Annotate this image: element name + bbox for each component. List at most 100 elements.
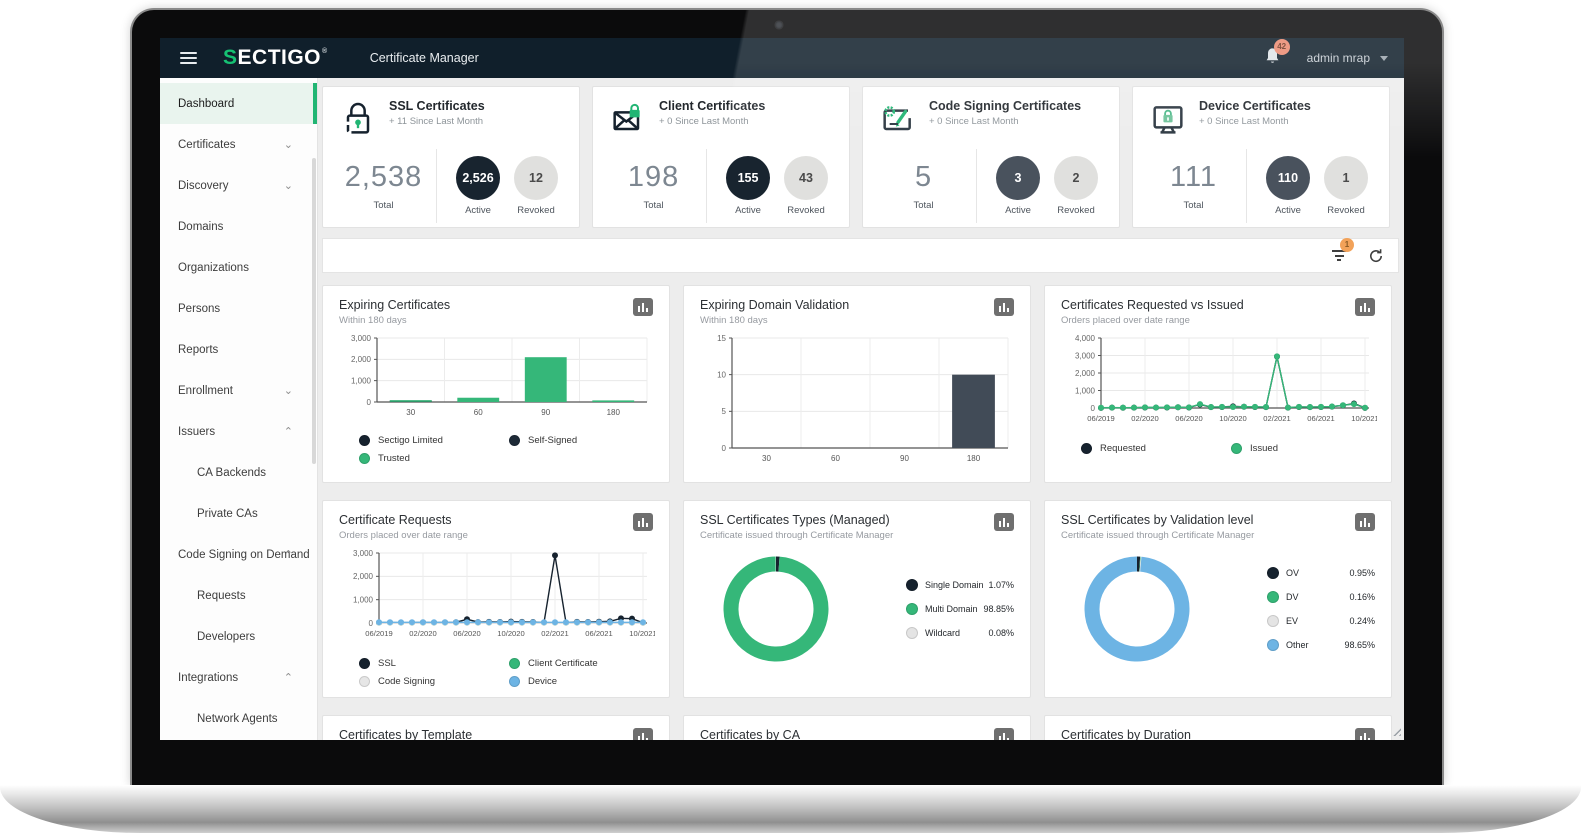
sidebar-item-reports[interactable]: Reports xyxy=(178,343,219,356)
chart-options-button[interactable] xyxy=(994,728,1014,740)
active-count-badge: 3 xyxy=(996,156,1040,200)
svg-text:180: 180 xyxy=(607,408,621,417)
client-envelope-icon xyxy=(613,103,640,131)
sidebar-item-network-agents[interactable]: Network Agents xyxy=(197,712,278,725)
svg-text:10/2020: 10/2020 xyxy=(497,629,524,638)
active-count-badge: 110 xyxy=(1266,156,1310,200)
app-window: S ECTIGO ® Certificate Manager 42 admin mr… xyxy=(160,38,1404,740)
notifications-bell-icon[interactable]: 42 xyxy=(1264,38,1290,70)
stat-delta: + 0 Since Last Month xyxy=(1199,116,1289,127)
sidebar-item-code-signing-on-demand[interactable]: Code Signing on Demand ⌃ xyxy=(178,548,310,562)
legend-item: Client Certificate xyxy=(509,658,653,669)
legend-dot-icon xyxy=(509,676,520,687)
svg-text:10/2020: 10/2020 xyxy=(1219,414,1246,423)
svg-text:15: 15 xyxy=(717,334,726,343)
webcam xyxy=(775,21,783,29)
legend-dot-icon xyxy=(1267,591,1279,603)
sidebar-item-dashboard[interactable]: Dashboard xyxy=(160,83,317,124)
svg-text:5: 5 xyxy=(722,407,727,416)
hamburger-menu-icon[interactable] xyxy=(180,49,197,67)
chart-options-button[interactable] xyxy=(633,728,653,740)
svg-text:06/2021: 06/2021 xyxy=(585,629,612,638)
chart-options-button[interactable] xyxy=(1355,513,1375,531)
svg-text:10/2021: 10/2021 xyxy=(1351,414,1377,423)
validation-level-card: SSL Certificates by Validation level Cer… xyxy=(1044,500,1392,698)
code-signing-icon xyxy=(883,106,911,131)
chart-options-button[interactable] xyxy=(1355,298,1375,316)
total-count: 5 xyxy=(914,161,933,193)
page-title: Certificate Manager xyxy=(369,51,479,65)
svg-text:06/2020: 06/2020 xyxy=(453,629,480,638)
laptop-screen-bezel: S ECTIGO ® Certificate Manager 42 admin mr… xyxy=(130,8,1444,785)
sidebar-item-domains[interactable]: Domains xyxy=(178,220,224,233)
stat-delta: + 0 Since Last Month xyxy=(659,116,749,127)
device-monitor-icon xyxy=(1153,106,1183,134)
chart-options-button[interactable] xyxy=(633,298,653,316)
sidebar-item-issuers[interactable]: Issuers ⌃ xyxy=(178,425,293,439)
legend-item: Sectigo Limited xyxy=(359,435,503,446)
svg-text:10: 10 xyxy=(717,370,726,379)
stat-card-client: Client Certificates + 0 Since Last Month… xyxy=(592,86,850,228)
svg-text:10/2021: 10/2021 xyxy=(629,629,655,638)
chart-legend: SSL Client Certificate Code Signing Device xyxy=(359,658,653,687)
legend-item: Issued xyxy=(1231,443,1375,454)
chart-options-button[interactable] xyxy=(1355,728,1375,740)
total-count: 2,538 xyxy=(344,161,423,193)
sidebar-item-discovery[interactable]: Discovery ⌄ xyxy=(178,179,293,193)
svg-text:1,000: 1,000 xyxy=(1075,386,1096,395)
sidebar-item-ca-backends[interactable]: CA Backends xyxy=(197,466,267,479)
svg-text:06/2020: 06/2020 xyxy=(1175,414,1202,423)
sidebar-item-organizations[interactable]: Organizations xyxy=(178,261,249,274)
stat-title: Code Signing Certificates xyxy=(929,99,1082,113)
sidebar-item-developers[interactable]: Developers xyxy=(197,630,256,643)
svg-text:2,000: 2,000 xyxy=(353,572,374,581)
chevron-down-icon: ⌄ xyxy=(283,180,293,192)
stat-title: SSL Certificates xyxy=(389,99,485,113)
revoked-count-badge: 43 xyxy=(784,156,828,200)
resize-grip[interactable] xyxy=(1390,725,1401,736)
active-count-badge: 2,526 xyxy=(456,156,500,200)
legend-dot-icon xyxy=(906,627,918,639)
certificates-by-template-card: Certificates by Template xyxy=(322,715,670,740)
stat-card-ssl: SSL Certificates + 11 Since Last Month 2… xyxy=(322,86,580,228)
svg-text:60: 60 xyxy=(831,454,840,463)
user-menu-caret-icon[interactable] xyxy=(1380,55,1388,61)
ssl-types-card: SSL Certificates Types (Managed) Certifi… xyxy=(683,500,1031,698)
legend-item: OV 0.95% xyxy=(1267,567,1375,579)
svg-text:4,000: 4,000 xyxy=(1075,334,1096,343)
chevron-up-icon: ⌃ xyxy=(283,426,293,438)
notification-count-badge: 42 xyxy=(1273,38,1290,55)
legend-dot-icon xyxy=(906,579,918,591)
chart-options-button[interactable] xyxy=(994,513,1014,531)
certificates-by-duration-card: Certificates by Duration xyxy=(1044,715,1392,740)
user-area: 42 admin mrap xyxy=(1264,38,1388,70)
svg-text:1,000: 1,000 xyxy=(353,595,374,604)
legend-item: Single Domain 1.07% xyxy=(906,579,1014,591)
filter-icon[interactable]: 1 xyxy=(1332,237,1354,264)
stat-cards-row: SSL Certificates + 11 Since Last Month 2… xyxy=(322,86,1404,228)
legend-dot-icon xyxy=(1081,443,1092,454)
chart-options-button[interactable] xyxy=(994,298,1014,316)
certificate-requests-chart: 0 1,000 2,000 3,000 06/2019 02/2020 06/2020 10/… xyxy=(353,549,655,638)
legend-dot-icon xyxy=(906,603,918,615)
sidebar-item-enrollment[interactable]: Enrollment ⌄ xyxy=(178,384,293,398)
chart-options-button[interactable] xyxy=(633,513,653,531)
svg-text:0: 0 xyxy=(1091,404,1096,413)
chevron-up-icon: ⌃ xyxy=(283,549,293,561)
legend-item: DV 0.16% xyxy=(1267,591,1375,603)
svg-text:06/2019: 06/2019 xyxy=(1087,414,1114,423)
legend-item: Requested xyxy=(1081,443,1225,454)
sidebar-item-certificates[interactable]: Certificates ⌄ xyxy=(178,138,293,152)
sidebar-scrollbar[interactable] xyxy=(312,158,316,464)
legend-item: Wildcard 0.08% xyxy=(906,627,1014,639)
sidebar-item-requests[interactable]: Requests xyxy=(197,589,246,602)
certificate-requests-card: Certificate Requests Orders placed over … xyxy=(322,500,670,698)
stat-delta: + 11 Since Last Month xyxy=(389,116,484,127)
validation-level-donut-chart xyxy=(1084,556,1190,662)
sidebar-item-integrations[interactable]: Integrations ⌃ xyxy=(178,671,293,685)
refresh-icon[interactable] xyxy=(1368,248,1384,264)
sidebar-item-persons[interactable]: Persons xyxy=(178,302,221,315)
user-name[interactable]: admin mrap xyxy=(1306,51,1370,65)
sidebar-item-private-cas[interactable]: Private CAs xyxy=(197,507,258,520)
